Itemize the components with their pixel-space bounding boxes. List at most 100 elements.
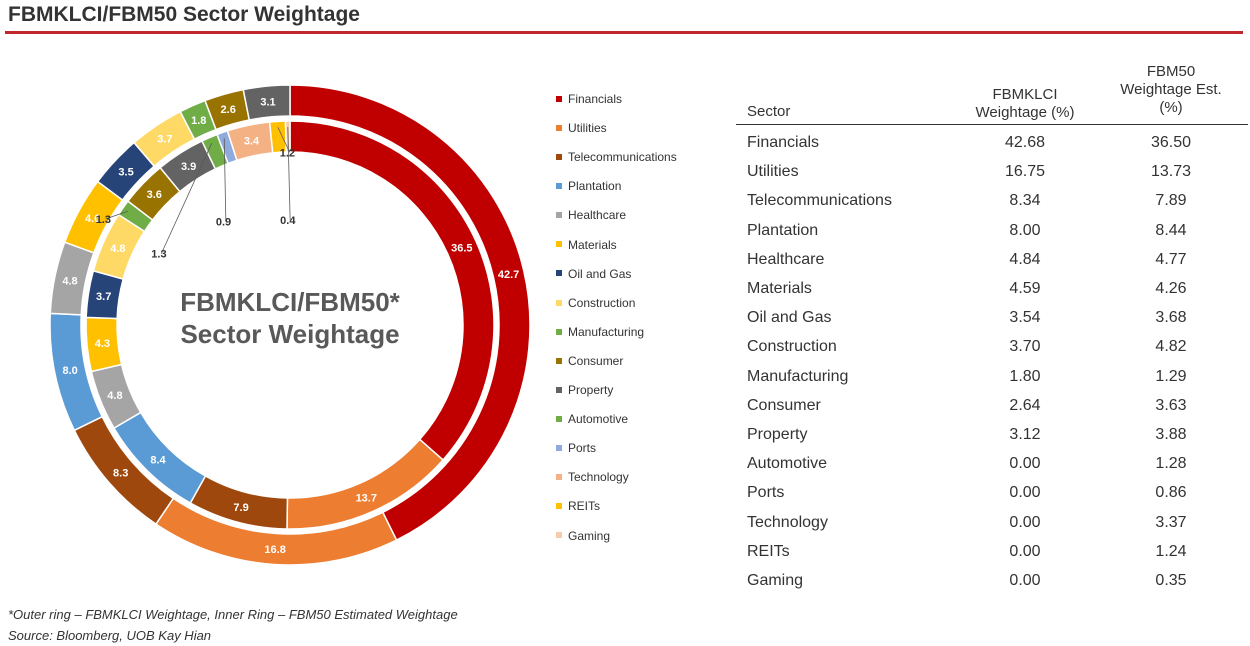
sector-cell: Ports xyxy=(747,484,785,502)
chart-title-line-2: Sector Weightage xyxy=(180,319,399,349)
outer-label-healthcare: 4.8 xyxy=(62,275,77,287)
legend-item-gaming: Gaming xyxy=(556,529,610,549)
inner-label-oil-and-gas: 3.7 xyxy=(96,291,111,303)
fbmklci-cell: 0.00 xyxy=(1009,455,1041,473)
leader-line-manufacturing xyxy=(105,210,129,220)
legend-item-technology: Technology xyxy=(556,470,629,490)
inner-label-gaming: 0.4 xyxy=(280,215,296,227)
column-header-fbm50: FBM50 Weightage Est. (%) xyxy=(1108,63,1234,117)
leader-line-gaming xyxy=(287,127,291,221)
inner-ring-fbm50 xyxy=(85,120,495,530)
data-labels: 42.7 16.8 8.3 8.0 4.8 4.6 3.5 3.7 1.8 2.6 3.1 36.5 1… xyxy=(62,97,519,556)
sector-cell: Financials xyxy=(747,134,820,151)
fbm50-cell: 13.73 xyxy=(1150,163,1192,181)
outer-label-financials: 42.7 xyxy=(498,269,519,281)
legend-item-reits: REITs xyxy=(556,499,600,519)
table-row: Utilities 16.75 13.73 xyxy=(736,157,1248,186)
fbm50-cell: 3.63 xyxy=(1155,396,1187,414)
fbmklci-cell: 3.70 xyxy=(1009,338,1041,356)
table-row: Oil and Gas 3.54 3.68 xyxy=(736,303,1248,332)
legend-swatch xyxy=(556,183,562,190)
table-row: Ports 0.00 0.86 xyxy=(736,478,1248,507)
inner-label-automotive: 1.3 xyxy=(151,249,166,261)
sector-cell: Plantation xyxy=(747,221,819,239)
legend-item-consumer: Consumer xyxy=(556,354,623,374)
fbmklci-cell: 4.59 xyxy=(1009,280,1041,297)
fbm50-cell: 1.24 xyxy=(1155,542,1187,560)
legend-label: REITs xyxy=(568,499,601,514)
table-row: Automotive 0.00 1.28 xyxy=(736,449,1248,478)
legend-label: Telecommunications xyxy=(568,150,677,165)
legend-label: Technology xyxy=(568,470,629,485)
column-header-fbm50-line-3: (%) xyxy=(1159,99,1183,116)
legend-swatch xyxy=(556,328,562,335)
legend-swatch xyxy=(556,154,562,161)
legend-item-automotive: Automotive xyxy=(556,412,628,432)
fbmklci-cell: 2.64 xyxy=(1009,396,1041,414)
legend-swatch xyxy=(556,212,562,219)
legend-item-construction: Construction xyxy=(556,296,635,316)
legend-label: Automotive xyxy=(568,412,629,427)
table-row: Construction 3.70 4.82 xyxy=(736,332,1248,361)
legend-item-manufacturing: Manufacturing xyxy=(556,325,644,345)
inner-label-technology: 3.4 xyxy=(244,135,260,147)
inner-label-materials: 4.3 xyxy=(95,338,110,350)
legend-item-oil-and-gas: Oil and Gas xyxy=(556,267,631,287)
legend-label: Property xyxy=(568,383,614,397)
legend-swatch xyxy=(556,270,562,277)
fbm50-cell: 3.68 xyxy=(1155,309,1187,327)
column-header-fbmklci-line-1: FBMKLCI xyxy=(992,86,1058,103)
inner-label-financials: 36.5 xyxy=(451,242,472,254)
column-header-fbm50-line-2: Weightage Est. xyxy=(1120,81,1222,98)
fbmklci-cell: 0.00 xyxy=(1009,484,1041,502)
fbmklci-cell: 3.54 xyxy=(1009,309,1041,327)
legend-swatch xyxy=(556,357,562,364)
legend-label: Construction xyxy=(568,295,636,310)
legend-label: Utilities xyxy=(568,121,607,136)
footnote-rings: *Outer ring – FBMKLCI Weightage, Inner R… xyxy=(8,607,458,622)
fbmklci-cell: 3.12 xyxy=(1009,426,1041,443)
fbm50-cell: 4.26 xyxy=(1155,280,1187,297)
fbmklci-cell: 8.00 xyxy=(1009,221,1041,239)
fbmklci-cell: 0.00 xyxy=(1009,513,1041,531)
column-header-fbm50-line-1: FBM50 xyxy=(1146,63,1196,80)
table-row: Healthcare 4.84 4.77 xyxy=(736,245,1248,274)
table-row: Manufacturing 1.80 1.29 xyxy=(736,362,1248,391)
fbmklci-cell: 0.00 xyxy=(1009,542,1041,560)
legend-label: Plantation xyxy=(568,179,622,194)
inner-label-plantation: 8.4 xyxy=(150,455,166,467)
legend-item-healthcare: Healthcare xyxy=(556,208,626,228)
legend-item-ports: Ports xyxy=(556,441,596,461)
column-header-fbmklci-line-2: Weightage (%) xyxy=(975,104,1075,121)
outer-label-telecommunications: 8.3 xyxy=(113,467,128,479)
inner-label-utilities: 13.7 xyxy=(356,492,377,504)
outer-label-materials: 4.6 xyxy=(85,213,100,225)
legend-swatch xyxy=(556,299,562,306)
fbmklci-cell: 4.84 xyxy=(1009,250,1041,268)
fbmklci-cell: 1.80 xyxy=(1009,367,1041,385)
legend-label: Financials xyxy=(568,92,623,106)
table-row: Gaming 0.00 0.35 xyxy=(736,566,1248,595)
leader-line-automotive xyxy=(160,142,213,254)
column-header-sector: Sector xyxy=(747,103,791,120)
legend-swatch xyxy=(556,445,562,452)
leader-line-ports xyxy=(223,138,227,222)
sector-cell: Construction xyxy=(747,338,837,356)
legend-swatch xyxy=(556,386,562,393)
legend-item-financials: Financials xyxy=(556,92,622,112)
sector-cell: Consumer xyxy=(747,396,821,414)
sector-donut-chart: 42.7 16.8 8.3 8.0 4.8 4.6 3.5 3.7 1.8 2.6 3.1 36.5 1… xyxy=(49,85,531,565)
fbmklci-cell: 16.75 xyxy=(1004,163,1046,181)
leader-line-reits xyxy=(277,127,291,153)
fbm50-cell: 36.50 xyxy=(1150,134,1192,151)
legend-item-materials: Materials xyxy=(556,238,617,258)
column-header-fbmklci: FBMKLCI Weightage (%) xyxy=(966,86,1084,122)
fbmklci-cell: 0.00 xyxy=(1009,572,1041,589)
fbm50-cell: 4.77 xyxy=(1155,250,1187,268)
table-row: Technology 0.00 3.37 xyxy=(736,508,1248,537)
legend-label: Healthcare xyxy=(568,208,627,223)
page-title: FBMKLCI/FBM50 Sector Weightage xyxy=(8,3,360,26)
sector-cell: Materials xyxy=(747,280,812,297)
legend-label: Materials xyxy=(568,237,617,252)
fbm50-cell: 0.86 xyxy=(1155,484,1187,502)
